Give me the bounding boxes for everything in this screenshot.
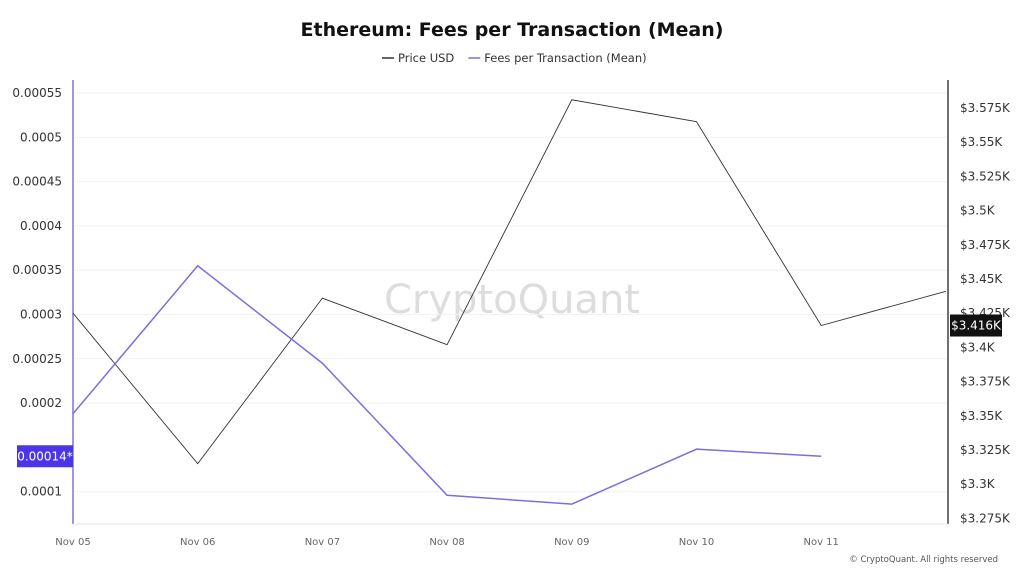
y-right-tick: $3.35K [960, 409, 1003, 423]
y-right-tick: $3.3K [960, 477, 996, 491]
legend: Price USD Fees per Transaction (Mean) [382, 51, 647, 65]
series [72, 99, 947, 505]
y-left-tick: 0.00035 [12, 263, 62, 277]
current-price-label: $3.416K [951, 319, 1002, 333]
x-tick: Nov 08 [429, 537, 464, 548]
y-right-tick: $3.525K [960, 169, 1011, 183]
y-right-tick: $3.375K [960, 375, 1011, 389]
y-left-tick: 0.0004 [20, 219, 62, 233]
y-right-tick: $3.325K [960, 443, 1011, 457]
y-left-tick: 0.0005 [20, 130, 62, 144]
y-right-tick: $3.5K [960, 204, 996, 218]
y-right-tick: $3.275K [960, 511, 1011, 525]
credit: © CryptoQuant. All rights reserved [849, 555, 998, 565]
y-left-tick: 0.0001 [20, 485, 62, 499]
x-tick: Nov 10 [679, 537, 714, 548]
y-left-tick: 0.00045 [12, 175, 62, 189]
axis-labels: 0.00055 0.0005 0.00045 0.0004 0.00035 0.0003 0… [12, 86, 1011, 548]
current-price-label-bg [950, 314, 1002, 337]
watermark: CryptoQuant [384, 277, 640, 323]
y-right-tick: $3.575K [960, 101, 1011, 115]
y-left-tick: 0.0002 [20, 396, 62, 410]
y-right-tick: $3.45K [960, 272, 1003, 286]
y-left-tick: 0.00055 [12, 86, 62, 100]
y-left-tick: 0.00025 [12, 352, 62, 366]
x-tick: Nov 09 [554, 537, 589, 548]
x-tick: Nov 05 [55, 537, 90, 548]
y-right-tick: $3.55K [960, 135, 1003, 149]
y-right-tick: $3.4K [960, 340, 996, 354]
legend-item: Fees per Transaction (Mean) [484, 51, 646, 65]
current-fee-label-bg [17, 445, 73, 468]
y-left-tick: 0.0003 [20, 308, 62, 322]
legend-item: Price USD [398, 51, 454, 65]
series-line-price [72, 99, 947, 465]
x-tick: Nov 06 [180, 537, 215, 548]
chart-title: Ethereum: Fees per Transaction (Mean) [301, 19, 724, 41]
x-tick: Nov 11 [803, 537, 838, 548]
series-line-fees [72, 264, 822, 505]
y-right-tick: $3.475K [960, 238, 1011, 252]
x-tick: Nov 07 [305, 537, 340, 548]
current-fee-label: 0.00014* [17, 449, 73, 463]
grid [73, 92, 948, 493]
